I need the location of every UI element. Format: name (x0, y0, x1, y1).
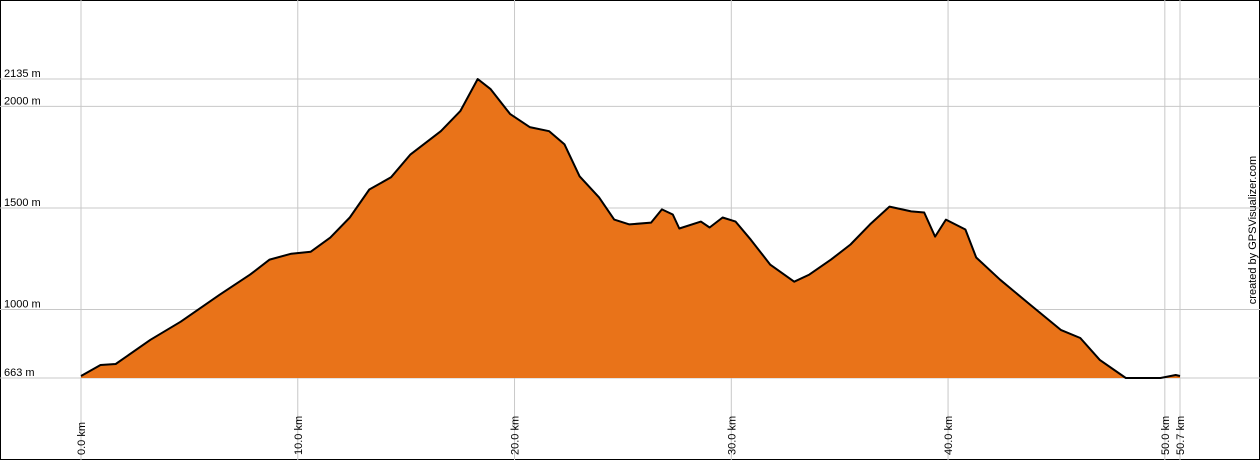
x-tick-label: 30.0 km (726, 416, 738, 455)
x-tick-label: 40.0 km (943, 416, 955, 455)
x-tick-label: 50.0 km (1160, 416, 1172, 455)
y-tick-label: 2135 m (4, 68, 41, 80)
y-tick-label: 663 m (4, 367, 35, 379)
y-tick-label: 1000 m (4, 299, 41, 311)
y-tick-label: 2000 m (4, 95, 41, 107)
x-tick-label: 20.0 km (510, 416, 522, 455)
x-tick-label: 0.0 km (76, 422, 88, 455)
credit: created by GPSVisualizer.com (1247, 156, 1259, 304)
x-tick-label: 10.0 km (293, 416, 305, 455)
x-tick-label: 50.7 km (1175, 416, 1187, 455)
area (81, 79, 1180, 378)
profile-line (80, 78, 1181, 379)
y-tick-label: 1500 m (4, 197, 41, 209)
